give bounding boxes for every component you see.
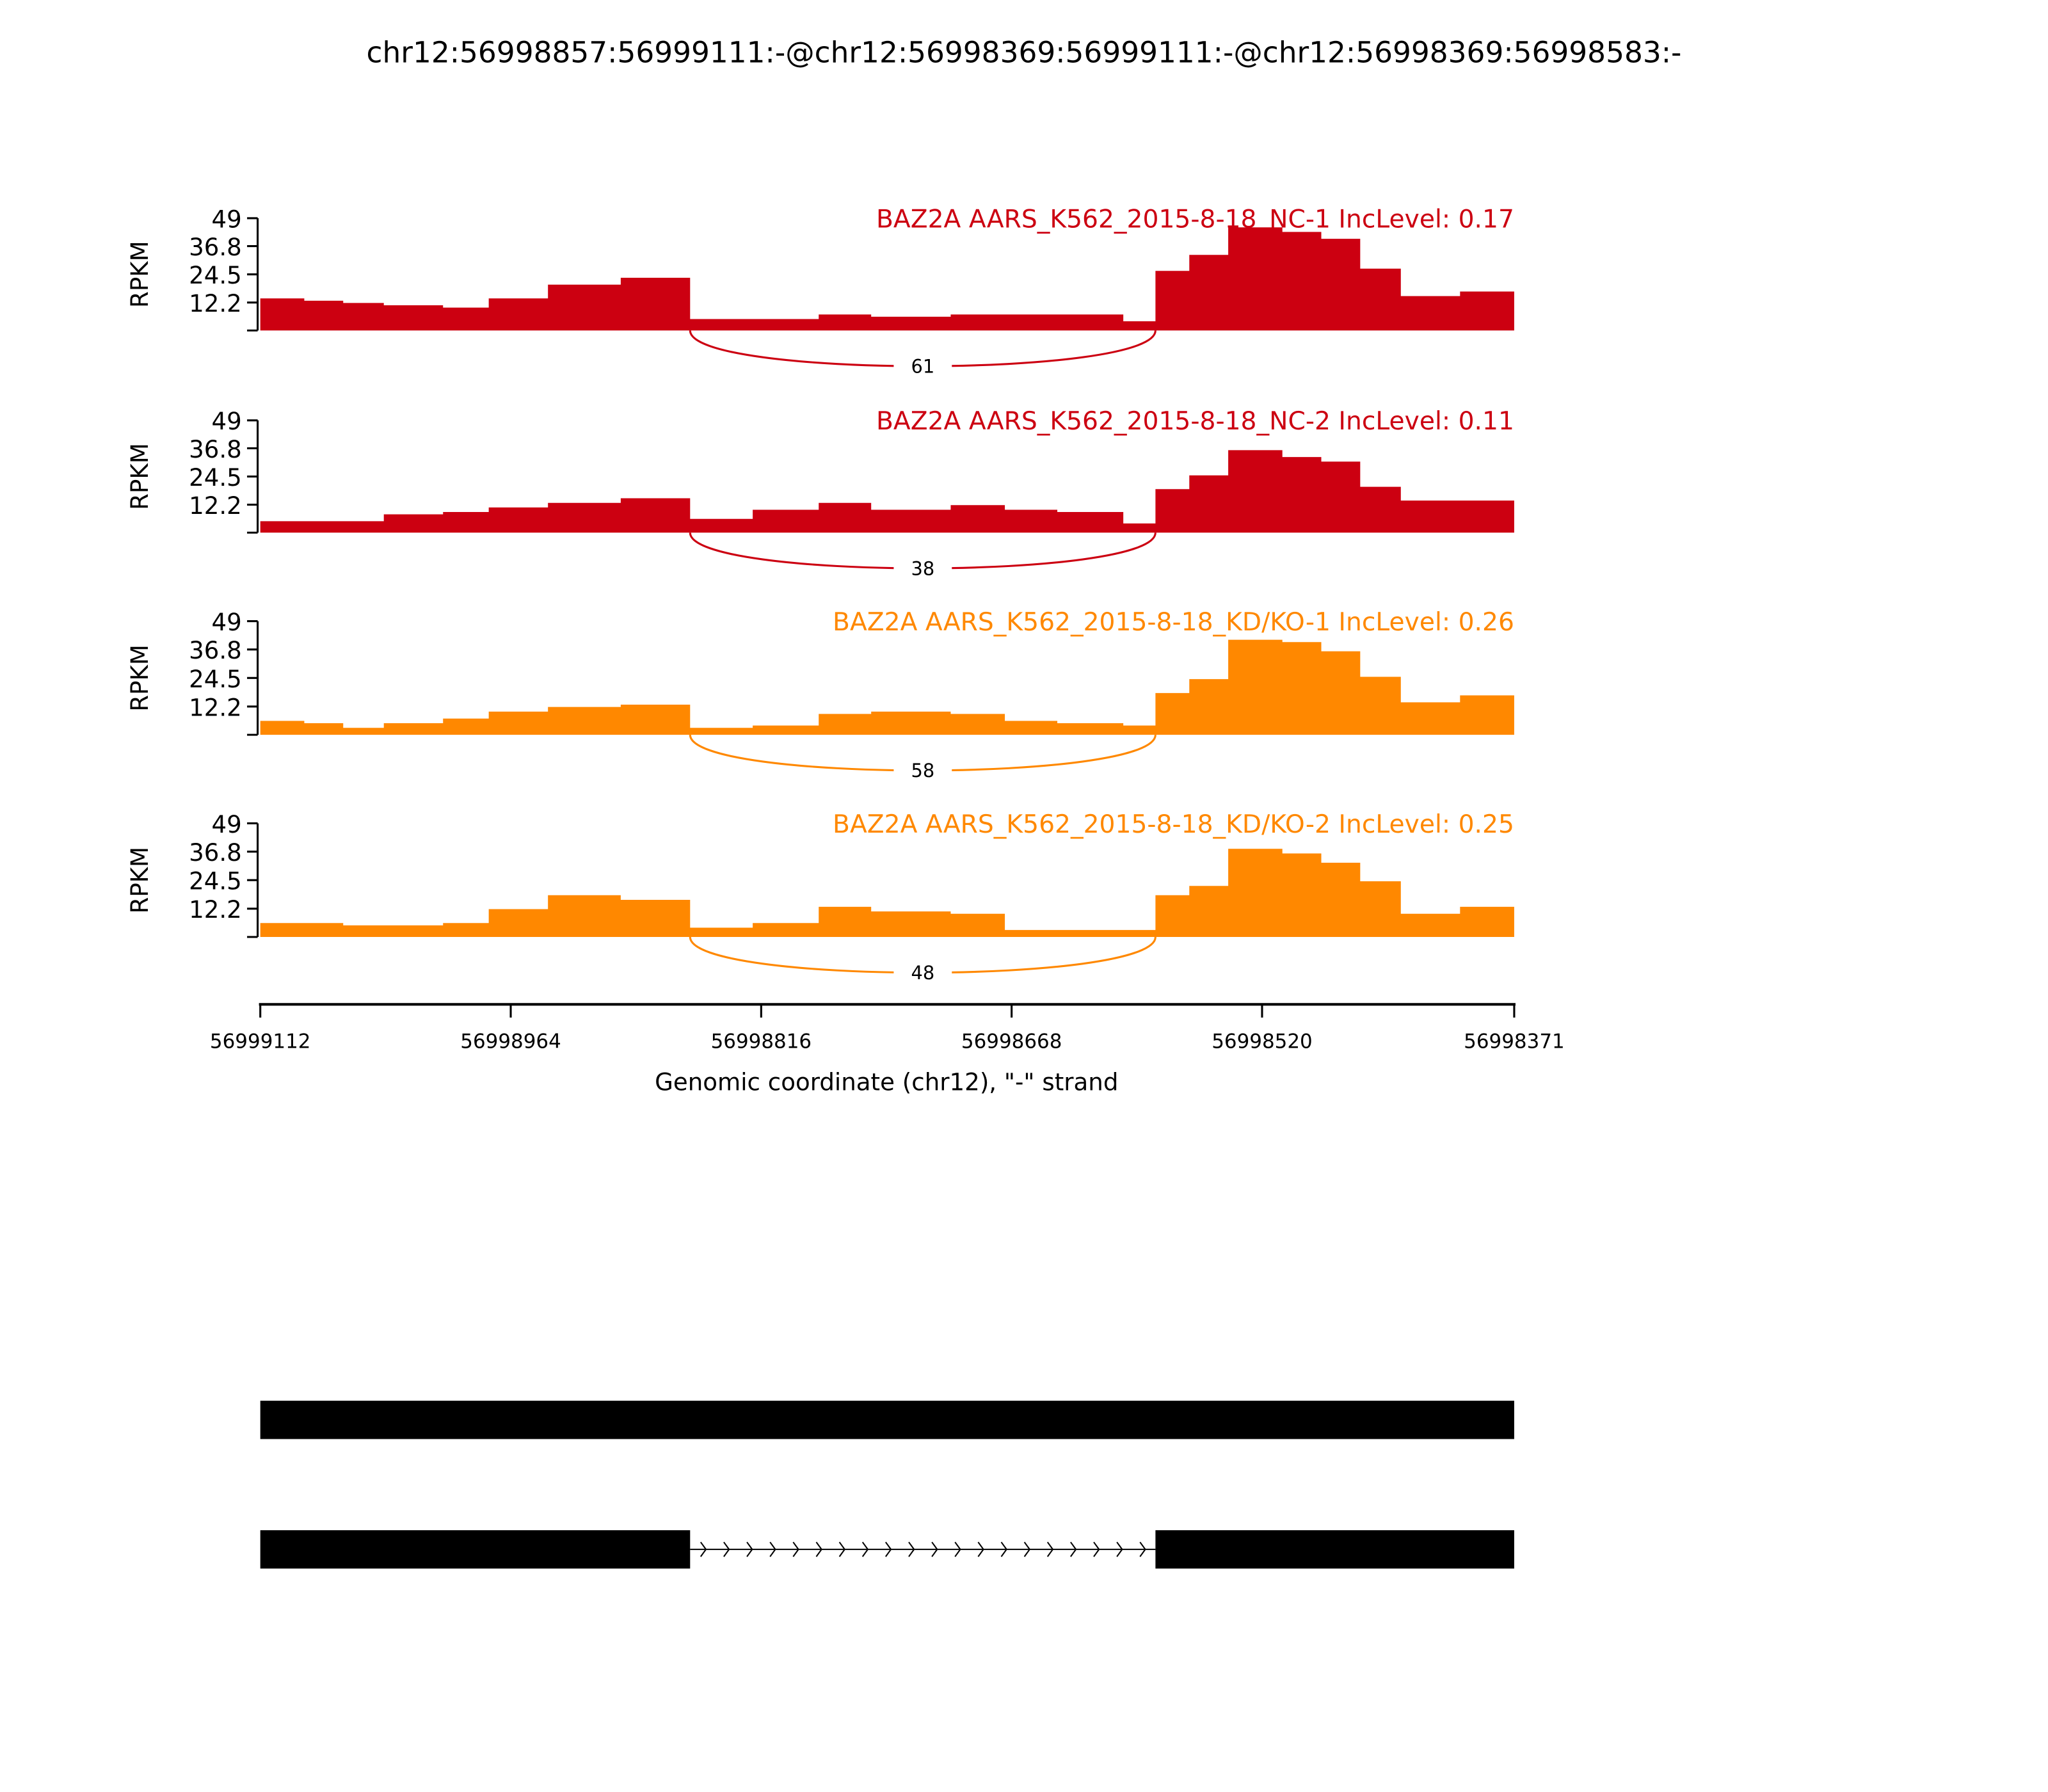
y-tick-label: 36.8 <box>189 436 242 463</box>
junction-label-bg <box>893 554 952 580</box>
strand-arrow-icon <box>1139 1541 1146 1557</box>
y-axis-label: RPKM <box>126 241 154 308</box>
y-axis-label: RPKM <box>126 644 154 712</box>
y-tick-label: 24.5 <box>189 666 242 693</box>
strand-arrow-icon <box>1046 1541 1054 1557</box>
x-tick-label: 56998668 <box>961 1030 1062 1053</box>
strand-arrow-icon <box>977 1541 984 1557</box>
exon <box>1155 1530 1514 1569</box>
strand-arrow-icon <box>746 1541 753 1557</box>
y-tick-label: 24.5 <box>189 868 242 895</box>
transcript-2 <box>260 1530 1514 1569</box>
x-tick-label: 56998964 <box>460 1030 561 1053</box>
strand-arrow-icon <box>1070 1541 1077 1557</box>
y-tick-label: 12.2 <box>189 694 242 721</box>
x-tick-label: 56998371 <box>1464 1030 1565 1053</box>
strand-arrow-icon <box>815 1541 822 1557</box>
y-tick-label: 49 <box>212 408 242 435</box>
strand-arrow-icon <box>1023 1541 1031 1557</box>
y-tick-label: 12.2 <box>189 492 242 520</box>
gene-models <box>260 1400 1514 1569</box>
strand-arrow-icon <box>885 1541 892 1557</box>
junction-label-bg <box>893 351 952 378</box>
y-tick-label: 49 <box>212 811 242 838</box>
y-tick-label: 12.2 <box>189 896 242 924</box>
track-title: BAZ2A AARS_K562_2015-8-18_KD/KO-2 IncLev… <box>833 810 1514 839</box>
x-tick-label: 56998520 <box>1212 1030 1313 1053</box>
coverage-area <box>260 639 1514 735</box>
junction-label-bg <box>893 958 952 985</box>
coverage-area <box>260 450 1514 533</box>
transcript-1 <box>260 1400 1514 1439</box>
junction-count: 48 <box>911 962 934 984</box>
track-title: BAZ2A AARS_K562_2015-8-18_NC-1 IncLevel:… <box>876 205 1514 234</box>
strand-arrow-icon <box>908 1541 915 1557</box>
exon <box>260 1530 691 1569</box>
y-tick-label: 36.8 <box>189 234 242 261</box>
track-title: BAZ2A AARS_K562_2015-8-18_KD/KO-1 IncLev… <box>833 608 1514 637</box>
junction-count: 61 <box>911 355 934 377</box>
y-tick-label: 36.8 <box>189 637 242 664</box>
y-tick-label: 24.5 <box>189 262 242 289</box>
strand-arrow-icon <box>723 1541 730 1557</box>
strand-arrow-icon <box>1093 1541 1100 1557</box>
y-axis-label: RPKM <box>126 443 154 510</box>
y-axis-label: RPKM <box>126 847 154 914</box>
exon <box>260 1400 1514 1439</box>
x-axis: 56999112 56998964 56998816 56998668 56998520… <box>210 1003 1565 1053</box>
strand-arrow-icon <box>769 1541 776 1557</box>
track-title: BAZ2A AARS_K562_2015-8-18_NC-2 IncLevel:… <box>876 407 1514 436</box>
strand-arrow-icon <box>861 1541 869 1557</box>
coverage-area <box>260 849 1514 937</box>
junction-count: 38 <box>911 557 934 579</box>
x-tick-label: 56998816 <box>711 1030 812 1053</box>
coverage-area <box>260 227 1514 331</box>
y-tick-label: 24.5 <box>189 464 242 492</box>
strand-arrow-icon <box>1000 1541 1008 1557</box>
y-tick-label: 12.2 <box>189 290 242 317</box>
strand-arrow-icon <box>1116 1541 1123 1557</box>
y-tick-label: 36.8 <box>189 839 242 867</box>
junction-label-bg <box>893 756 952 783</box>
y-tick-label: 49 <box>212 205 242 233</box>
strand-arrow-icon <box>700 1541 707 1557</box>
strand-arrow-icon <box>792 1541 799 1557</box>
y-tick-label: 49 <box>212 609 242 636</box>
junction-count: 58 <box>911 760 934 781</box>
x-axis-label: Genomic coordinate (chr12), "-" strand <box>655 1068 1118 1096</box>
strand-arrow-icon <box>931 1541 938 1557</box>
strand-arrow-icon <box>954 1541 961 1557</box>
x-tick-label: 56999112 <box>210 1030 311 1053</box>
strand-arrow-icon <box>838 1541 846 1557</box>
chart-title: chr12:56998857:56999111:-@chr12:56998369… <box>367 35 1682 69</box>
